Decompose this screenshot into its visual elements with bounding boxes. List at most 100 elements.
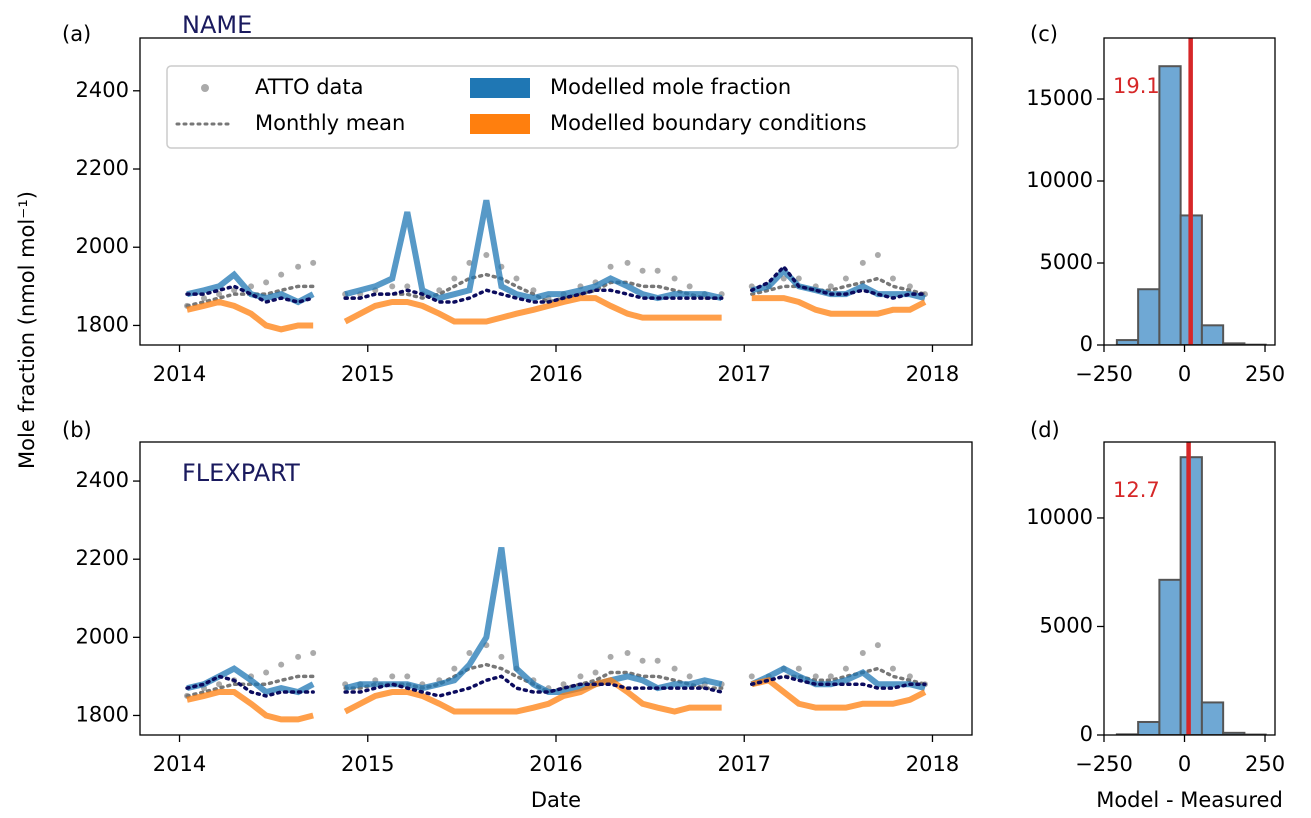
model-line — [187, 547, 925, 692]
data-point — [640, 268, 646, 274]
data-point — [749, 673, 755, 679]
legend-swatch — [201, 84, 209, 92]
y-tick-label: 2200 — [76, 156, 129, 180]
data-point — [513, 276, 519, 282]
data-point — [310, 260, 316, 266]
legend-label: Monthly mean — [255, 111, 405, 135]
x-tick-label: 2015 — [341, 752, 394, 776]
x-tick-label: 2015 — [341, 362, 394, 386]
data-point — [451, 276, 457, 282]
data-point — [466, 650, 472, 656]
y-tick-label: 2000 — [76, 234, 129, 258]
data-point — [451, 666, 457, 672]
data-point — [687, 673, 693, 679]
y-tick-label: 2400 — [76, 468, 129, 492]
data-point — [389, 283, 395, 289]
data-point — [640, 658, 646, 664]
mean-label: 12.7 — [1113, 478, 1160, 502]
model-name: FLEXPART — [182, 459, 300, 487]
data-point — [263, 279, 269, 285]
data-point — [843, 276, 849, 282]
x-tick-label: 2016 — [529, 752, 582, 776]
x-tick-label: 0 — [1178, 362, 1191, 386]
plot-area — [184, 547, 928, 719]
data-point — [608, 264, 614, 270]
x-tick-label: −250 — [1075, 362, 1133, 386]
histogram-bar — [1202, 702, 1223, 735]
y-axis-label: Mole fraction (nmol mol⁻¹) — [15, 191, 39, 469]
y-tick-label: 1800 — [76, 312, 129, 336]
histogram-bar — [1202, 325, 1223, 345]
data-point — [295, 654, 301, 660]
data-point — [498, 654, 504, 660]
histogram-bar — [1159, 580, 1180, 735]
legend-label: Modelled mole fraction — [550, 75, 791, 99]
data-point — [608, 654, 614, 660]
y-tick-label: 10000 — [1026, 168, 1093, 192]
data-point — [843, 666, 849, 672]
panel-label: (b) — [62, 418, 92, 442]
legend-swatch — [470, 78, 530, 98]
data-point — [687, 283, 693, 289]
data-point — [875, 642, 881, 648]
data-point — [593, 669, 599, 675]
data-point — [796, 666, 802, 672]
data-point — [278, 272, 284, 278]
y-tick-label: 5000 — [1040, 613, 1093, 637]
data-point — [389, 673, 395, 679]
data-point — [310, 650, 316, 656]
x-tick-label: 2017 — [718, 362, 771, 386]
panel-label: (d) — [1030, 418, 1060, 442]
y-tick-label: 0 — [1080, 332, 1093, 356]
data-point — [860, 650, 866, 656]
data-point — [295, 264, 301, 270]
data-point — [404, 673, 410, 679]
plot-area — [184, 200, 928, 329]
y-tick-label: 10000 — [1026, 505, 1093, 529]
legend-label: ATTO data — [255, 75, 364, 99]
x-tick-label: 2018 — [906, 752, 959, 776]
x-tick-label: 2014 — [153, 362, 206, 386]
data-point — [404, 283, 410, 289]
x-axis-label: Model - Measured — [1096, 788, 1283, 812]
x-tick-label: 2018 — [906, 362, 959, 386]
y-tick-label: 2400 — [76, 78, 129, 102]
x-tick-label: 2014 — [153, 752, 206, 776]
model-name: NAME — [182, 11, 252, 39]
data-point — [655, 268, 661, 274]
y-tick-label: 15000 — [1026, 86, 1093, 110]
data-point — [625, 650, 631, 656]
y-tick-label: 5000 — [1040, 250, 1093, 274]
data-point — [890, 276, 896, 282]
y-tick-label: 2000 — [76, 624, 129, 648]
x-tick-label: 0 — [1178, 752, 1191, 776]
x-tick-label: 2017 — [718, 752, 771, 776]
data-point — [890, 666, 896, 672]
panel-label: (c) — [1030, 22, 1058, 46]
y-tick-label: 1800 — [76, 702, 129, 726]
x-tick-label: −250 — [1075, 752, 1133, 776]
y-tick-label: 2200 — [76, 546, 129, 570]
y-tick-label: 0 — [1080, 722, 1093, 746]
data-point — [483, 252, 489, 258]
x-tick-label: 250 — [1245, 362, 1285, 386]
histogram-bar — [1117, 340, 1138, 345]
legend-swatch — [470, 114, 530, 134]
data-point — [625, 260, 631, 266]
data-point — [655, 658, 661, 664]
legend-label: Modelled boundary conditions — [550, 111, 867, 135]
x-axis-label: Date — [531, 788, 581, 812]
data-point — [577, 673, 583, 679]
x-tick-label: 2016 — [529, 362, 582, 386]
histogram-bar — [1159, 66, 1180, 345]
x-tick-label: 250 — [1245, 752, 1285, 776]
data-point — [672, 666, 678, 672]
data-point — [263, 669, 269, 675]
data-point — [860, 260, 866, 266]
histogram-bar — [1138, 722, 1159, 735]
data-point — [278, 662, 284, 668]
panel-label: (a) — [62, 22, 91, 46]
histogram-bar — [1138, 289, 1159, 345]
data-point — [875, 252, 881, 258]
